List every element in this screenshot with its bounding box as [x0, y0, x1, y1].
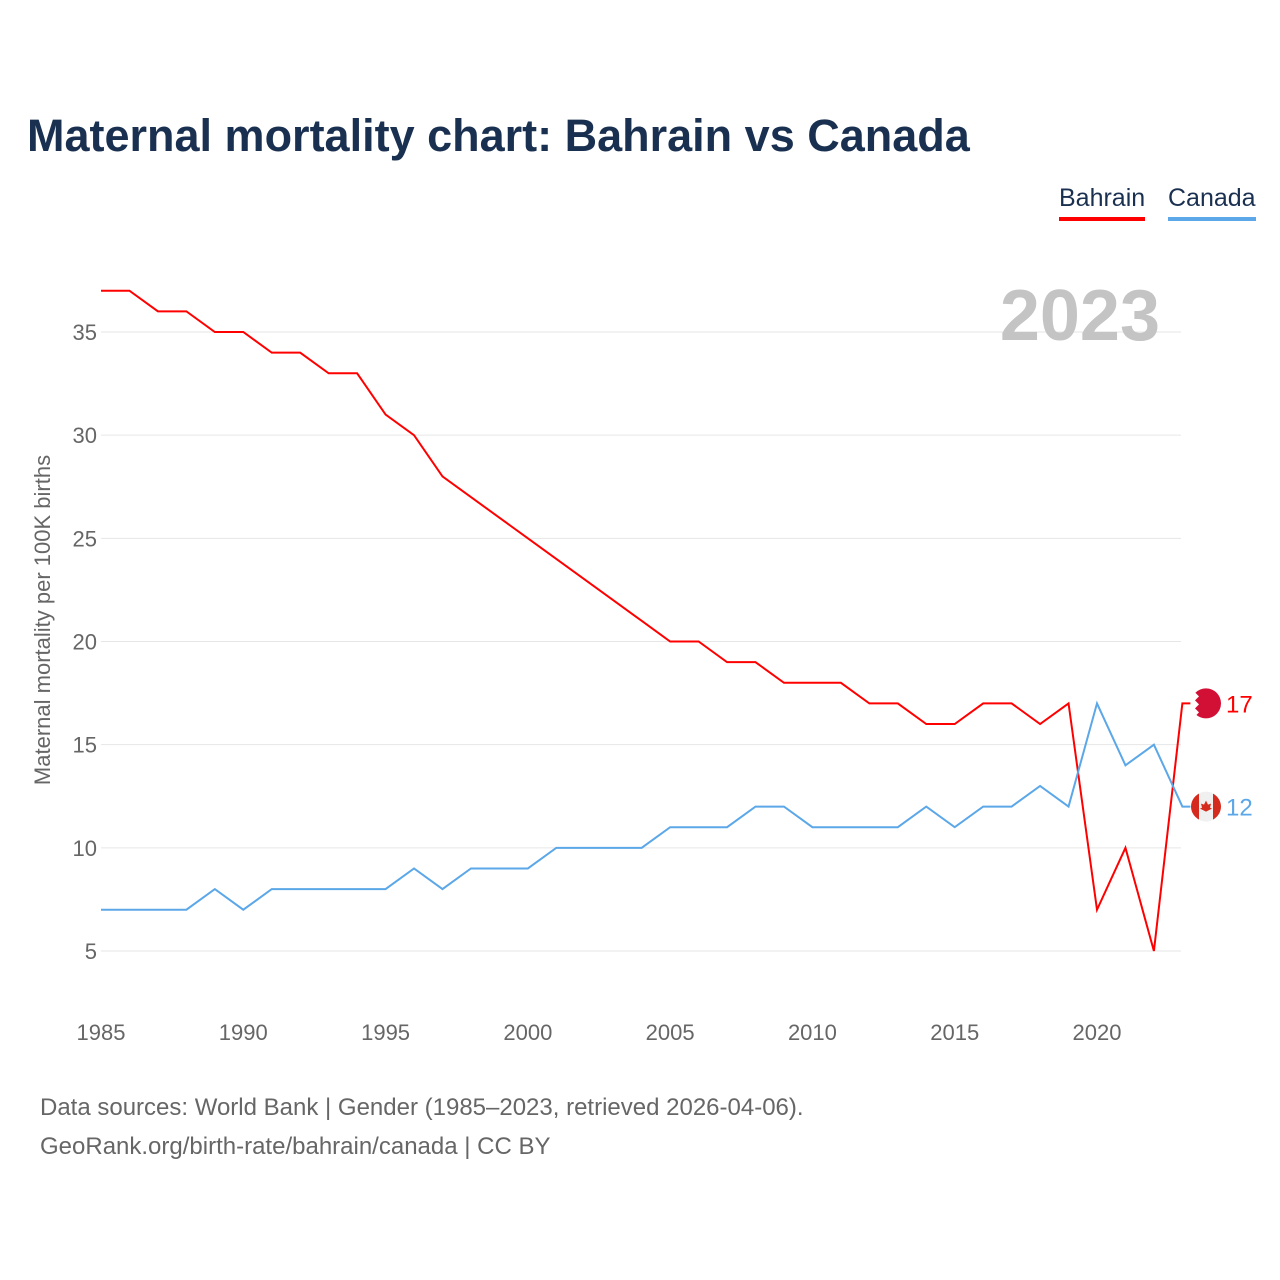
legend-bahrain[interactable]: Bahrain [1059, 184, 1146, 221]
legend-canada[interactable]: Canada [1168, 184, 1256, 221]
source-line-1: Data sources: World Bank | Gender (1985–… [40, 1094, 804, 1121]
end-value-label-canada: 12 [1226, 795, 1253, 822]
bahrain-flag-stripe [1191, 688, 1199, 717]
y-tick-label: 25 [73, 526, 97, 551]
chart-title: Maternal mortality chart: Bahrain vs Can… [27, 110, 970, 161]
y-tick-label: 35 [73, 320, 97, 345]
y-tick-label: 20 [73, 630, 97, 655]
x-tick-label: 2010 [788, 1020, 837, 1045]
source-line-2: GeoRank.org/birth-rate/bahrain/canada | … [40, 1133, 551, 1160]
y-tick-label: 30 [73, 423, 97, 448]
maple-leaf-icon [1200, 800, 1212, 812]
x-tick-label: 1990 [219, 1020, 268, 1045]
source-note: Data sources: World Bank | Gender (1985–… [40, 1088, 804, 1166]
series-line-bahrain [101, 289, 1191, 952]
x-tick-label: 2015 [930, 1020, 979, 1045]
y-tick-label: 15 [73, 733, 97, 758]
y-axis-label: Maternal mortality per 100K births [30, 455, 55, 785]
y-tick-label: 5 [85, 939, 97, 964]
canada-flag-bars [1191, 793, 1221, 820]
end-value-label-bahrain: 17 [1226, 691, 1253, 718]
x-tick-label: 2000 [503, 1020, 552, 1045]
x-tick-label: 1985 [77, 1020, 126, 1045]
series-line-canada [101, 700, 1191, 911]
x-tick-label: 2020 [1073, 1020, 1122, 1045]
y-tick-label: 10 [73, 836, 97, 861]
year-label: 2023 [1000, 276, 1160, 356]
x-tick-label: 2005 [646, 1020, 695, 1045]
x-tick-label: 1995 [361, 1020, 410, 1045]
